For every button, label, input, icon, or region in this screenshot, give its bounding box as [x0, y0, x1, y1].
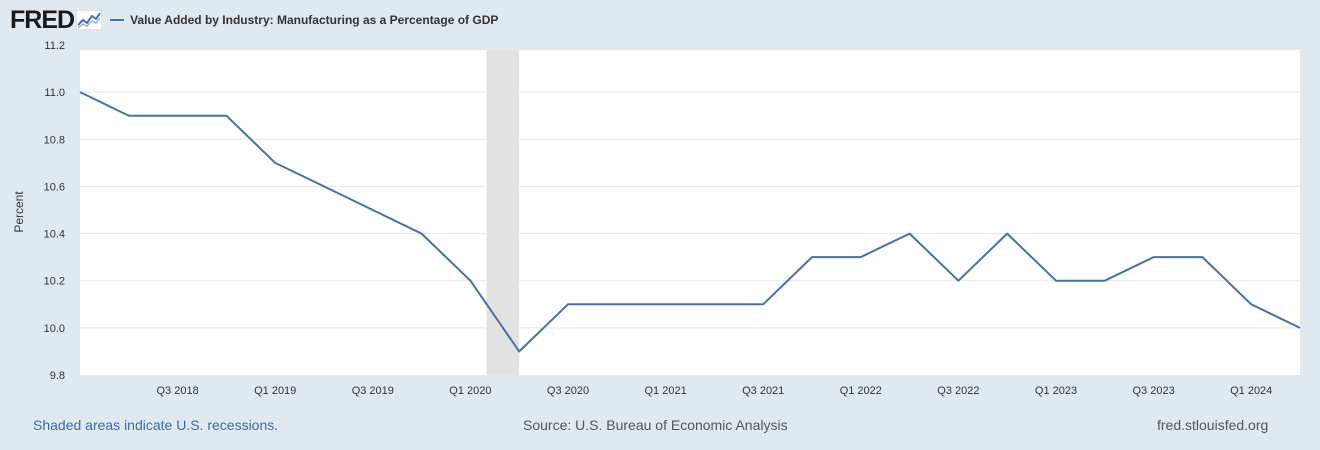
- y-tick-label: 10.8: [44, 134, 65, 146]
- x-tick-label: Q3 2020: [547, 385, 589, 397]
- data-point[interactable]: [269, 157, 281, 169]
- line-chart: 9.8 10.0 10.2 10.4 10.6 10.8 11.0 11.2 Q3 2018 Q…: [12, 40, 1306, 397]
- fred-logo[interactable]: FRED: [10, 5, 75, 34]
- data-point[interactable]: [611, 298, 623, 310]
- data-point[interactable]: [660, 298, 672, 310]
- data-point[interactable]: [904, 228, 916, 240]
- x-tick-label: Q1 2020: [449, 385, 491, 397]
- x-tick-label: Q3 2022: [937, 385, 979, 397]
- plot-area: [80, 50, 1300, 375]
- recession-note: Shaded areas indicate U.S. recessions.: [33, 417, 279, 433]
- data-point[interactable]: [1245, 298, 1257, 310]
- data-point[interactable]: [464, 275, 476, 287]
- data-point[interactable]: [513, 345, 525, 357]
- data-point[interactable]: [172, 110, 184, 122]
- data-point[interactable]: [855, 251, 867, 263]
- x-tick-label: Q1 2022: [840, 385, 882, 397]
- source-note: Source: U.S. Bureau of Economic Analysis: [523, 417, 788, 433]
- legend-label: Value Added by Industry: Manufacturing a…: [130, 13, 499, 27]
- data-point[interactable]: [1001, 228, 1013, 240]
- data-point[interactable]: [74, 86, 86, 98]
- data-point[interactable]: [562, 298, 574, 310]
- data-point[interactable]: [1099, 275, 1111, 287]
- x-tick-label: Q1 2021: [644, 385, 686, 397]
- y-tick-label: 10.4: [44, 229, 65, 241]
- x-tick-label: Q3 2021: [742, 385, 784, 397]
- x-tick-label: Q1 2024: [1230, 385, 1272, 397]
- legend[interactable]: Value Added by Industry: Manufacturing a…: [110, 13, 498, 27]
- y-axis-label: Percent: [12, 191, 26, 233]
- data-point[interactable]: [708, 298, 720, 310]
- data-point[interactable]: [1294, 322, 1306, 334]
- x-tick-label: Q3 2018: [156, 385, 198, 397]
- data-point[interactable]: [1050, 275, 1062, 287]
- y-tick-label: 10.6: [44, 181, 65, 193]
- y-tick-label: 11.2: [44, 40, 65, 52]
- data-point[interactable]: [1148, 251, 1160, 263]
- graph-header: FRED Value Added by Industry: Manufactur…: [10, 6, 498, 34]
- data-point[interactable]: [367, 204, 379, 216]
- data-point[interactable]: [416, 228, 428, 240]
- data-point[interactable]: [952, 275, 964, 287]
- x-tick-label: Q1 2023: [1035, 385, 1077, 397]
- fred-chart-logo-icon: [76, 10, 103, 30]
- data-point[interactable]: [757, 298, 769, 310]
- x-tick-label: Q3 2019: [352, 385, 394, 397]
- y-tick-label: 11.0: [44, 87, 65, 99]
- legend-swatch: [110, 19, 125, 21]
- y-tick-label: 10.0: [44, 323, 65, 335]
- data-point[interactable]: [220, 110, 232, 122]
- data-point[interactable]: [1196, 251, 1208, 263]
- data-point[interactable]: [806, 251, 818, 263]
- data-point[interactable]: [123, 110, 135, 122]
- series-line[interactable]: [79, 91, 1301, 353]
- x-tick-label: Q3 2023: [1132, 385, 1174, 397]
- y-tick-label: 10.2: [44, 276, 65, 288]
- site-link[interactable]: fred.stlouisfed.org: [1157, 417, 1269, 433]
- recession-band: [486, 50, 520, 375]
- data-point[interactable]: [318, 180, 330, 192]
- y-tick-label: 9.8: [50, 370, 65, 382]
- x-tick-label: Q1 2019: [254, 385, 296, 397]
